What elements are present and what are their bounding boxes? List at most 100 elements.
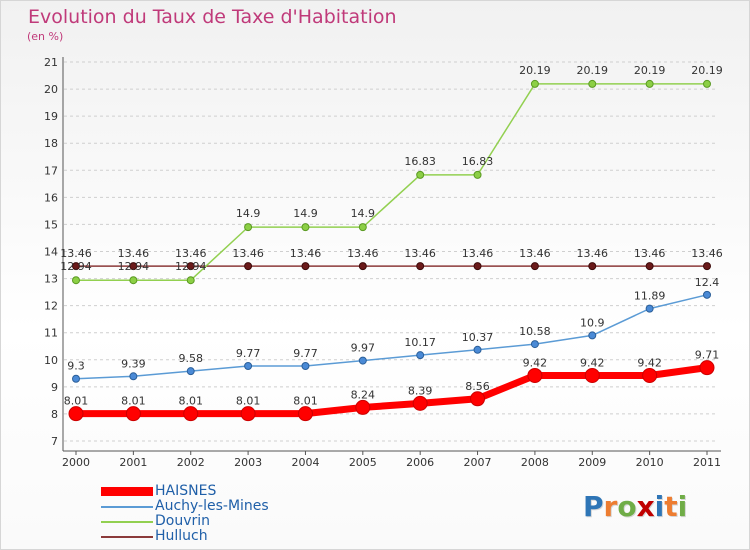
legend-label-douvrin: Douvrin <box>155 513 211 529</box>
x-tick-label: 2002 <box>177 456 205 469</box>
data-label: 10.37 <box>462 331 494 344</box>
y-tick-label: 7 <box>51 435 58 448</box>
y-tick-label: 16 <box>44 191 58 204</box>
data-label: 20.19 <box>519 64 551 77</box>
x-tick-label: 2006 <box>406 456 434 469</box>
data-point <box>473 345 482 354</box>
data-label: 9.97 <box>351 342 376 355</box>
y-tick-label: 10 <box>44 354 58 367</box>
data-label: 9.77 <box>236 347 261 360</box>
data-point <box>301 262 310 271</box>
data-label: 13.46 <box>175 247 207 260</box>
data-point <box>183 406 199 422</box>
legend-swatch-douvrin <box>101 521 153 523</box>
y-tick-label: 13 <box>44 273 58 286</box>
data-point <box>68 406 84 422</box>
x-tick-label: 2009 <box>578 456 606 469</box>
data-label: 12.4 <box>695 276 720 289</box>
data-point <box>530 340 539 349</box>
data-label: 9.42 <box>580 356 605 369</box>
data-label: 14.9 <box>236 207 261 220</box>
data-point <box>301 223 310 232</box>
logo-letter: P <box>583 490 604 523</box>
data-label: 10.17 <box>404 336 436 349</box>
data-point <box>186 367 195 376</box>
data-point <box>358 223 367 232</box>
data-point <box>240 406 256 422</box>
data-label: 13.46 <box>519 247 551 260</box>
data-label: 13.46 <box>60 247 92 260</box>
logo-letter: t <box>664 490 678 523</box>
data-label: 9.39 <box>121 357 146 370</box>
data-label: 20.19 <box>577 64 609 77</box>
series-line-douvrin <box>75 83 708 281</box>
series-line-haisnes <box>72 364 711 418</box>
data-label: 12.94 <box>118 260 150 273</box>
data-label: 13.46 <box>347 247 379 260</box>
data-label: 8.39 <box>408 384 433 397</box>
legend-label-hulluch: Hulluch <box>155 528 208 544</box>
legend-swatch-hulluch <box>101 536 153 538</box>
data-point <box>416 262 425 271</box>
data-point <box>699 360 715 376</box>
data-point <box>129 372 138 381</box>
x-tick-label: 2001 <box>119 456 147 469</box>
data-label: 11.89 <box>634 290 666 303</box>
y-axis-ticks: 7 8 9 10 11 12 13 14 15 16 17 18 19 20 21 <box>44 56 58 448</box>
y-tick-label: 21 <box>44 56 58 69</box>
y-tick-label: 9 <box>51 381 58 394</box>
data-label: 8.01 <box>121 395 146 408</box>
data-label: 8.01 <box>293 395 318 408</box>
chart-title: Evolution du Taux de Taxe d'Habitation <box>28 6 397 28</box>
data-label: 8.01 <box>178 395 203 408</box>
data-point <box>358 262 367 271</box>
data-point <box>470 391 486 407</box>
data-point <box>584 367 600 383</box>
data-point <box>645 79 654 88</box>
data-label: 20.19 <box>691 64 723 77</box>
y-tick-label: 14 <box>44 246 58 259</box>
data-label: 12.94 <box>175 260 207 273</box>
data-label: 20.19 <box>634 64 666 77</box>
data-point <box>355 399 371 415</box>
unit-label: (en %) <box>27 30 64 43</box>
data-point <box>412 395 428 411</box>
logo-letter: x <box>636 490 655 523</box>
line-chart: 7 8 9 10 11 12 13 14 15 16 17 18 19 20 21 2000 2001 2002… <box>44 56 723 469</box>
legend-label-haisnes: HAISNES <box>155 483 217 499</box>
data-label: 14.9 <box>293 207 318 220</box>
data-point <box>129 262 138 271</box>
x-tick-label: 2008 <box>521 456 549 469</box>
x-tick-label: 2007 <box>464 456 492 469</box>
data-point <box>301 362 310 371</box>
data-label: 14.9 <box>351 207 376 220</box>
y-tick-label: 12 <box>44 300 58 313</box>
data-point <box>703 79 711 88</box>
data-labels: 8.01 8.01 8.01 8.01 8.01 8.24 8.39 8.56 9.42 9.42… <box>60 64 723 408</box>
logo-letter: i <box>654 490 665 523</box>
proxiti-logo: Proxiti <box>583 490 687 523</box>
data-point <box>186 276 195 285</box>
x-tick-label: 2004 <box>291 456 319 469</box>
data-label: 16.83 <box>404 155 436 168</box>
legend-swatch-haisnes <box>101 487 153 496</box>
x-tick-label: 2011 <box>693 456 721 469</box>
data-label: 13.46 <box>232 247 264 260</box>
data-label: 13.46 <box>634 247 666 260</box>
data-label: 13.46 <box>691 247 723 260</box>
data-label: 13.46 <box>462 247 494 260</box>
data-label: 13.46 <box>577 247 609 260</box>
data-label: 9.42 <box>637 356 662 369</box>
data-point <box>642 367 658 383</box>
series-group <box>68 79 715 422</box>
x-tick-label: 2005 <box>349 456 377 469</box>
y-tick-label: 15 <box>44 218 58 231</box>
data-point <box>473 170 482 179</box>
data-point <box>186 262 195 271</box>
data-point <box>588 79 597 88</box>
data-point <box>244 262 253 271</box>
data-label: 13.46 <box>290 247 322 260</box>
axes <box>62 57 721 452</box>
legend-swatch-auchy <box>101 506 153 508</box>
